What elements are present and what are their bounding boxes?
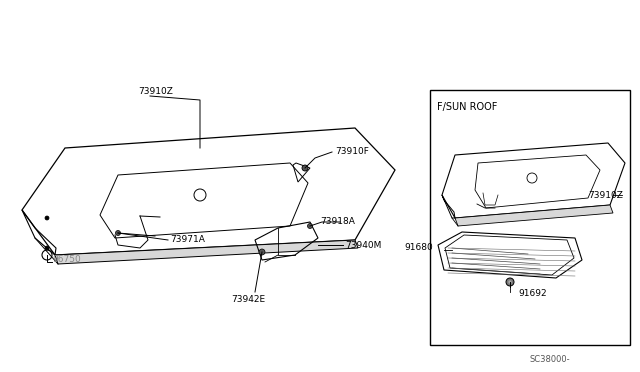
- Circle shape: [45, 216, 49, 220]
- Text: 73910F: 73910F: [335, 148, 369, 157]
- Text: 73910Z: 73910Z: [588, 190, 623, 199]
- Circle shape: [508, 280, 512, 284]
- Circle shape: [115, 231, 120, 235]
- Text: F/SUN ROOF: F/SUN ROOF: [437, 102, 497, 112]
- Circle shape: [259, 249, 265, 255]
- Text: 73910Z: 73910Z: [138, 87, 173, 96]
- Text: 73918A: 73918A: [320, 218, 355, 227]
- Circle shape: [506, 278, 514, 286]
- Text: 96750: 96750: [52, 256, 81, 264]
- Polygon shape: [55, 240, 358, 264]
- Circle shape: [302, 165, 308, 171]
- Polygon shape: [455, 205, 613, 226]
- Text: 73942E: 73942E: [231, 295, 265, 305]
- Text: 91680: 91680: [404, 244, 433, 253]
- Text: SC38000-: SC38000-: [530, 356, 571, 365]
- Text: 73940M: 73940M: [345, 241, 381, 250]
- Text: 73971A: 73971A: [170, 235, 205, 244]
- Bar: [430, 90, 630, 345]
- Circle shape: [45, 246, 49, 250]
- Circle shape: [307, 224, 312, 228]
- Text: 91692: 91692: [518, 289, 547, 298]
